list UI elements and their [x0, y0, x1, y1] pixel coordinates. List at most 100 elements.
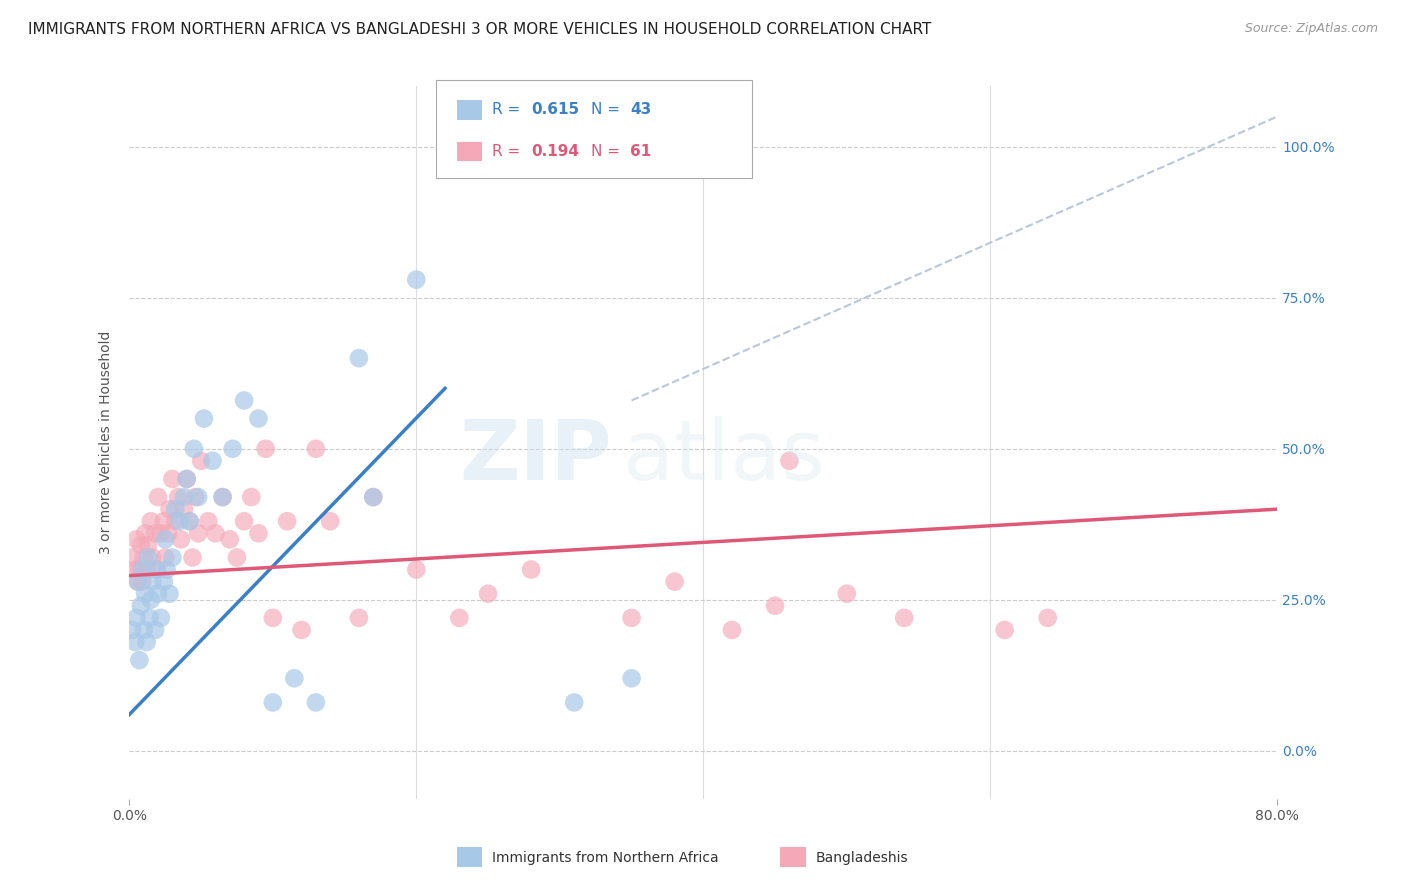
- Point: [211, 490, 233, 504]
- Point: [143, 623, 166, 637]
- Point: [778, 454, 800, 468]
- Point: [170, 533, 193, 547]
- Point: [152, 514, 174, 528]
- Point: [405, 272, 427, 286]
- Point: [184, 490, 207, 504]
- Point: [204, 526, 226, 541]
- Point: [152, 574, 174, 589]
- Text: 0.615: 0.615: [531, 103, 579, 117]
- Point: [187, 526, 209, 541]
- Point: [132, 623, 155, 637]
- Point: [1036, 611, 1059, 625]
- Text: 61: 61: [630, 145, 651, 159]
- Point: [135, 635, 157, 649]
- Text: IMMIGRANTS FROM NORTHERN AFRICA VS BANGLADESHI 3 OR MORE VEHICLES IN HOUSEHOLD C: IMMIGRANTS FROM NORTHERN AFRICA VS BANGL…: [28, 22, 932, 37]
- Point: [620, 611, 643, 625]
- Point: [305, 695, 328, 709]
- Point: [562, 695, 585, 709]
- Point: [125, 533, 148, 547]
- Point: [125, 611, 148, 625]
- Point: [620, 671, 643, 685]
- Point: [226, 550, 249, 565]
- Point: [162, 550, 184, 565]
- Point: [145, 563, 167, 577]
- Point: [233, 514, 256, 528]
- Point: [149, 526, 172, 541]
- Point: [187, 490, 209, 504]
- Point: [143, 526, 166, 541]
- Point: [181, 550, 204, 565]
- Point: [405, 563, 427, 577]
- Text: atlas: atlas: [623, 417, 825, 498]
- Text: N =: N =: [591, 103, 624, 117]
- Point: [319, 514, 342, 528]
- Point: [141, 550, 163, 565]
- Point: [305, 442, 328, 456]
- Point: [159, 502, 181, 516]
- Point: [197, 514, 219, 528]
- Point: [179, 514, 201, 528]
- Point: [129, 599, 152, 613]
- Point: [139, 592, 162, 607]
- Point: [664, 574, 686, 589]
- Point: [138, 611, 160, 625]
- Point: [254, 442, 277, 456]
- Point: [835, 587, 858, 601]
- Point: [218, 533, 240, 547]
- Text: R =: R =: [492, 145, 526, 159]
- Point: [173, 502, 195, 516]
- Point: [290, 623, 312, 637]
- Point: [139, 514, 162, 528]
- Point: [135, 563, 157, 577]
- Point: [763, 599, 786, 613]
- Point: [193, 411, 215, 425]
- Point: [149, 611, 172, 625]
- Point: [155, 533, 177, 547]
- Point: [131, 574, 153, 589]
- Text: Source: ZipAtlas.com: Source: ZipAtlas.com: [1244, 22, 1378, 36]
- Point: [146, 587, 169, 601]
- Point: [240, 490, 263, 504]
- Text: Bangladeshis: Bangladeshis: [815, 851, 908, 865]
- Point: [134, 587, 156, 601]
- Point: [127, 574, 149, 589]
- Point: [183, 442, 205, 456]
- Point: [233, 393, 256, 408]
- Point: [121, 623, 143, 637]
- Point: [127, 574, 149, 589]
- Point: [156, 563, 179, 577]
- Point: [129, 538, 152, 552]
- Point: [994, 623, 1017, 637]
- Point: [162, 472, 184, 486]
- Point: [128, 563, 150, 577]
- Point: [169, 514, 191, 528]
- Text: R =: R =: [492, 103, 526, 117]
- Text: 0.194: 0.194: [531, 145, 579, 159]
- Point: [173, 490, 195, 504]
- Point: [347, 611, 370, 625]
- Y-axis label: 3 or more Vehicles in Household: 3 or more Vehicles in Household: [100, 331, 114, 555]
- Point: [247, 526, 270, 541]
- Point: [121, 550, 143, 565]
- Point: [247, 411, 270, 425]
- Point: [176, 472, 198, 486]
- Point: [145, 563, 167, 577]
- Point: [155, 550, 177, 565]
- Point: [221, 442, 243, 456]
- Point: [190, 454, 212, 468]
- Point: [283, 671, 305, 685]
- Point: [132, 550, 155, 565]
- Point: [893, 611, 915, 625]
- Point: [477, 587, 499, 601]
- Point: [157, 526, 180, 541]
- Point: [167, 490, 190, 504]
- Point: [201, 454, 224, 468]
- Point: [449, 611, 471, 625]
- Point: [347, 351, 370, 366]
- Point: [136, 550, 159, 565]
- Point: [131, 563, 153, 577]
- Point: [134, 526, 156, 541]
- Point: [128, 653, 150, 667]
- Point: [141, 574, 163, 589]
- Point: [262, 695, 284, 709]
